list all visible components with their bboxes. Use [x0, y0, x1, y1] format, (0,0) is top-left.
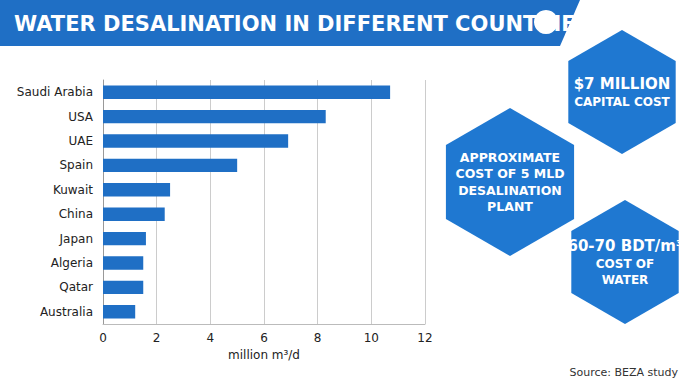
- svg-text:PLANT: PLANT: [487, 199, 533, 214]
- svg-text:12: 12: [417, 331, 432, 345]
- svg-text:Source: BEZA study: Source: BEZA study: [569, 366, 678, 379]
- svg-text:APPROXIMATE: APPROXIMATE: [460, 150, 560, 165]
- svg-text:0: 0: [99, 331, 107, 345]
- svg-text:$7 MILLION: $7 MILLION: [574, 75, 671, 93]
- svg-text:WATER: WATER: [602, 273, 649, 287]
- svg-text:Spain: Spain: [59, 158, 93, 172]
- svg-text:Japan: Japan: [59, 232, 93, 246]
- svg-text:CAPITAL COST: CAPITAL COST: [574, 95, 670, 109]
- svg-text:8: 8: [314, 331, 322, 345]
- svg-text:COST OF: COST OF: [596, 257, 654, 271]
- svg-text:million m³/d: million m³/d: [228, 348, 300, 362]
- svg-text:60-70 BDT/m³: 60-70 BDT/m³: [568, 237, 683, 255]
- svg-text:Kuwait: Kuwait: [53, 183, 93, 197]
- svg-text:China: China: [59, 207, 93, 221]
- svg-text:4: 4: [207, 331, 215, 345]
- svg-text:Australia: Australia: [40, 305, 93, 319]
- svg-text:UAE: UAE: [68, 134, 93, 148]
- svg-text:Qatar: Qatar: [59, 280, 93, 294]
- svg-text:WATER DESALINATION IN DIFFEREN: WATER DESALINATION IN DIFFERENT COUNTRIE…: [14, 12, 591, 36]
- svg-text:10: 10: [364, 331, 379, 345]
- svg-text:Algeria: Algeria: [51, 256, 93, 270]
- svg-text:6: 6: [260, 331, 268, 345]
- svg-text:Saudi Arabia: Saudi Arabia: [17, 85, 93, 99]
- svg-text:USA: USA: [68, 110, 94, 124]
- svg-text:COST OF 5 MLD: COST OF 5 MLD: [455, 166, 564, 181]
- svg-text:2: 2: [153, 331, 161, 345]
- svg-text:DESALINATION: DESALINATION: [458, 183, 562, 198]
